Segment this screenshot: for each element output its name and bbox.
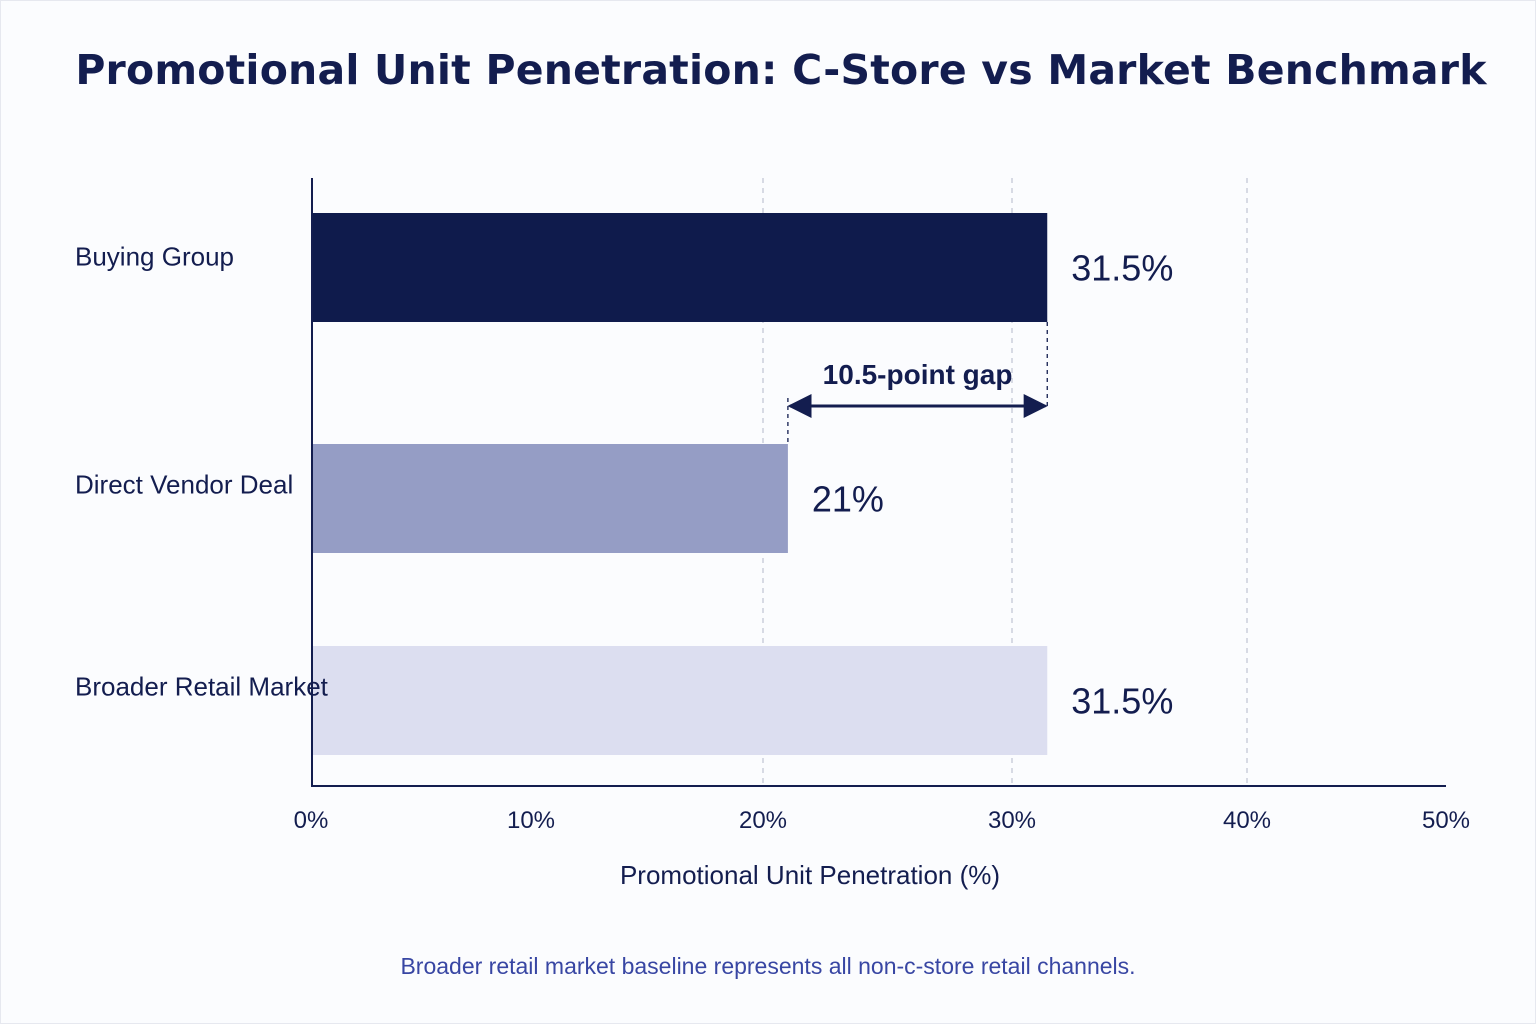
x-axis-label: Promotional Unit Penetration (%) [620,860,1000,890]
x-tick-label: 10% [507,807,555,834]
category-label: Broader Retail Market [75,672,329,702]
bar-value-label: 31.5% [1071,681,1173,722]
bar [311,444,788,553]
category-label: Direct Vendor Deal [75,470,293,500]
chart-title: Promotional Unit Penetration: C-Store vs… [75,46,1487,94]
x-tick-label: 40% [1223,807,1271,834]
bar [311,646,1048,755]
x-tick-label: 20% [739,807,787,834]
chart-footnote: Broader retail market baseline represent… [400,953,1136,979]
bar [311,213,1048,322]
bar-value-label: 21% [812,479,884,520]
x-tick-label: 50% [1422,807,1470,834]
x-tick-label: 30% [988,807,1036,834]
category-label: Buying Group [75,242,234,272]
x-tick-label: 0% [294,807,329,834]
bar-value-label: 31.5% [1071,248,1173,289]
gap-annotation-label: 10.5-point gap [823,359,1013,390]
